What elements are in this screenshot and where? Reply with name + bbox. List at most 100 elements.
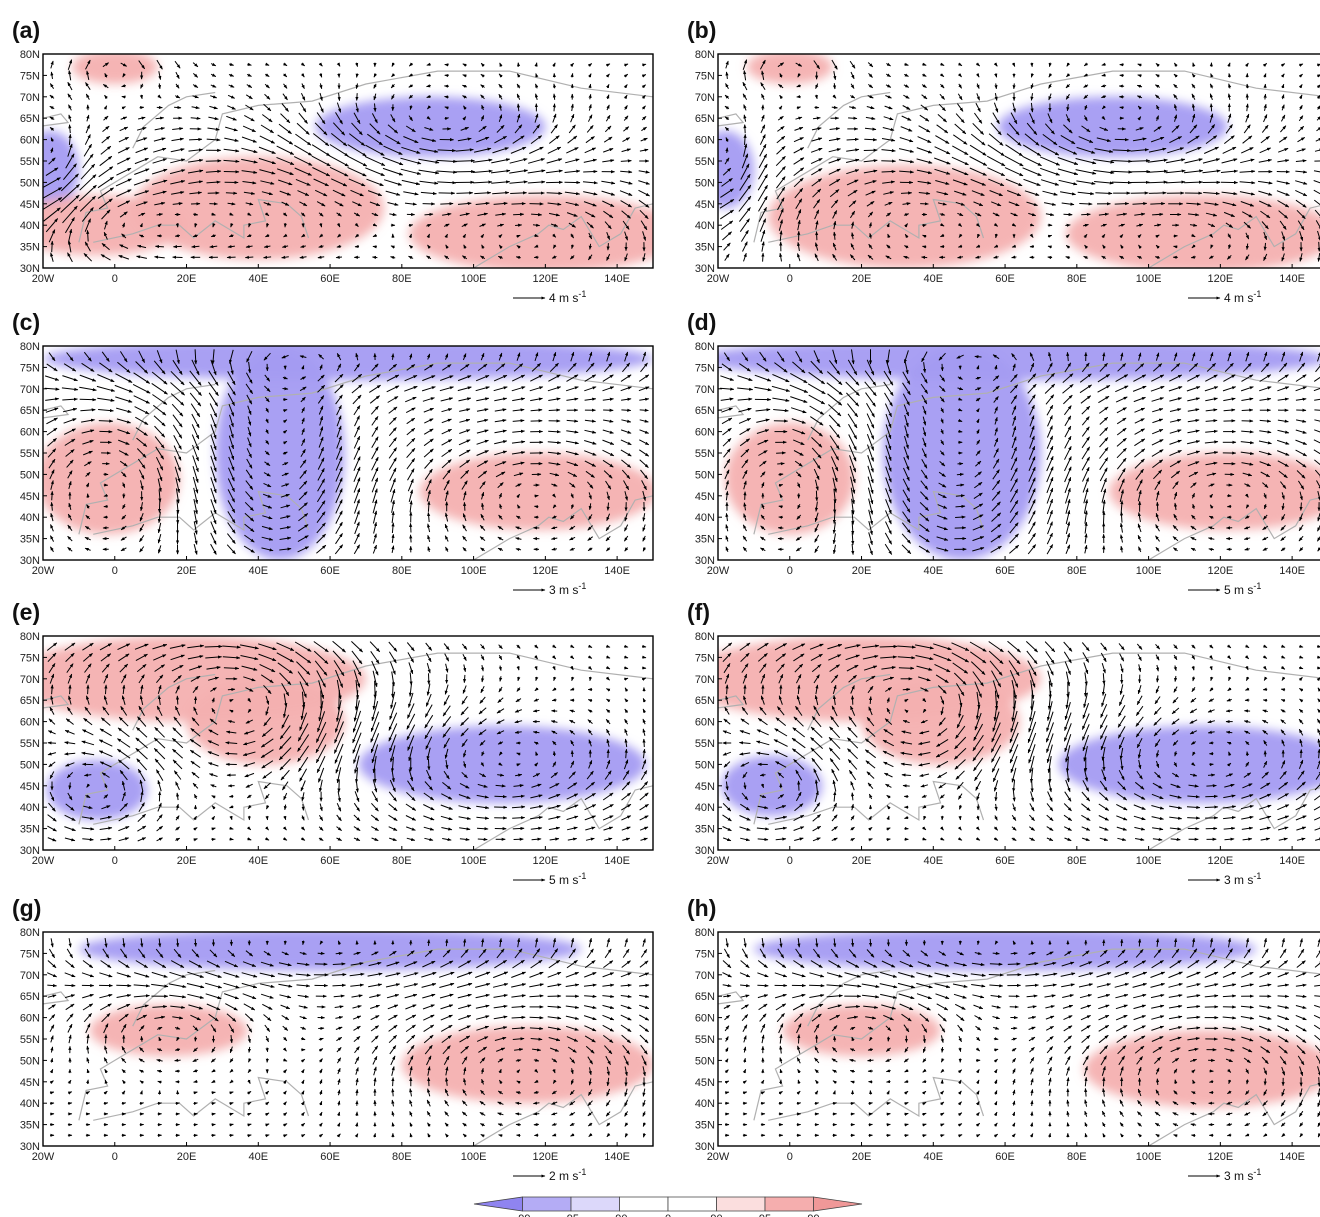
wind-vector	[1155, 675, 1160, 683]
lat-tick-label: 70N	[695, 92, 715, 104]
lat-tick-label: 55N	[695, 448, 715, 460]
lat-tick-label: 55N	[20, 448, 40, 460]
wind-vector	[427, 758, 431, 771]
wind-vector	[1114, 202, 1130, 206]
lon-tick-label: 20E	[177, 1151, 197, 1163]
reference-vector-unit: m s	[559, 583, 578, 597]
wind-vector	[797, 780, 801, 791]
lon-tick-label: 20E	[852, 565, 872, 577]
lon-tick-label: 140E	[1279, 565, 1305, 577]
lon-tick-label: 20W	[32, 855, 55, 867]
wind-vector	[1102, 758, 1106, 772]
wind-vector	[1148, 191, 1167, 195]
wind-vector	[606, 502, 610, 511]
wind-vector	[68, 684, 72, 695]
lat-tick-label: 40N	[20, 512, 40, 524]
lat-tick-label: 55N	[695, 738, 715, 750]
reference-vector-label: 5 m s-1	[549, 871, 586, 887]
lat-tick-label: 35N	[695, 824, 715, 836]
wind-vector	[898, 666, 915, 670]
wind-vector	[175, 223, 179, 228]
lon-tick-label: 80E	[1067, 273, 1087, 285]
lon-tick-label: 0	[112, 273, 118, 285]
wind-vector	[904, 1133, 909, 1138]
wind-vector	[456, 191, 474, 195]
wind-vector	[157, 83, 162, 90]
lat-tick-label: 65N	[20, 695, 40, 707]
wind-vector	[1102, 510, 1106, 524]
positive-anomaly-region	[746, 54, 833, 84]
lat-tick-label: 50N	[20, 759, 40, 771]
wind-vector	[1317, 241, 1320, 252]
reference-vector-value: 4	[549, 291, 559, 305]
wind-vector	[155, 244, 164, 249]
wind-vector	[1314, 408, 1320, 412]
lat-tick-label: 75N	[20, 652, 40, 664]
lon-tick-label: 140E	[1279, 855, 1305, 867]
wind-vector	[955, 515, 966, 519]
lat-tick-label: 45N	[695, 199, 715, 211]
wind-vector	[494, 795, 507, 799]
wind-vector	[85, 1101, 91, 1106]
wind-vector	[67, 1101, 73, 1106]
reference-vector-superscript: -1	[1253, 581, 1261, 591]
wind-vector	[940, 363, 944, 372]
reference-vector-label: 2 m s-1	[549, 1167, 586, 1183]
lat-tick-label: 35N	[695, 242, 715, 254]
wind-vector	[373, 1099, 377, 1107]
wind-vector	[116, 984, 132, 988]
lat-tick-label: 65N	[695, 695, 715, 707]
wind-vector	[879, 644, 898, 649]
lat-tick-label: 60N	[695, 135, 715, 147]
wind-vector	[848, 116, 858, 120]
reference-vector-label: 5 m s-1	[1224, 581, 1261, 597]
lon-tick-label: 80E	[392, 1151, 412, 1163]
lat-tick-label: 65N	[20, 113, 40, 125]
wind-vector	[1066, 1122, 1070, 1127]
wind-vector	[189, 137, 203, 142]
lon-tick-label: 0	[112, 565, 118, 577]
lon-tick-label: 120E	[533, 565, 559, 577]
lat-tick-label: 50N	[20, 1055, 40, 1067]
reference-vector-unit: m s	[559, 873, 578, 887]
wind-vector	[391, 1088, 395, 1097]
lon-tick-label: 140E	[1279, 273, 1305, 285]
lon-tick-label: 20E	[177, 855, 197, 867]
lat-tick-label: 55N	[20, 738, 40, 750]
reference-vector-value: 5	[1224, 583, 1234, 597]
wind-vector	[1047, 255, 1053, 260]
lat-tick-label: 35N	[695, 534, 715, 546]
lon-tick-label: 100E	[461, 855, 487, 867]
wind-vector	[778, 472, 784, 477]
lat-tick-label: 60N	[20, 1013, 40, 1025]
wind-vector	[515, 223, 523, 227]
wind-vector	[534, 494, 539, 498]
wind-vector	[463, 501, 467, 511]
wind-vector	[301, 803, 305, 811]
wind-vector	[355, 1089, 359, 1096]
lat-tick-label: 60N	[695, 717, 715, 729]
lon-tick-label: 120E	[533, 1151, 559, 1163]
wind-vector	[50, 240, 54, 253]
wind-vector	[372, 255, 378, 260]
lat-tick-label: 60N	[20, 135, 40, 147]
wind-vector	[157, 1101, 162, 1106]
lat-tick-label: 70N	[695, 384, 715, 396]
panel-label: (a)	[12, 17, 40, 43]
lat-tick-label: 45N	[20, 1077, 40, 1089]
wind-vector	[445, 938, 449, 947]
positive-anomaly-region	[782, 1004, 941, 1057]
reference-vector-unit: m s	[1234, 291, 1253, 305]
wind-vector	[1187, 816, 1201, 820]
reference-vector-label: 4 m s-1	[549, 289, 586, 305]
panel-label: (g)	[12, 895, 41, 921]
wind-vector	[761, 252, 765, 262]
wind-vector	[462, 674, 467, 684]
wind-vector	[355, 940, 359, 945]
wind-vector	[642, 644, 647, 649]
wind-vector	[193, 1101, 198, 1106]
wind-vector	[175, 1101, 180, 1106]
wind-vector	[225, 191, 238, 195]
lon-tick-label: 20W	[32, 565, 55, 577]
